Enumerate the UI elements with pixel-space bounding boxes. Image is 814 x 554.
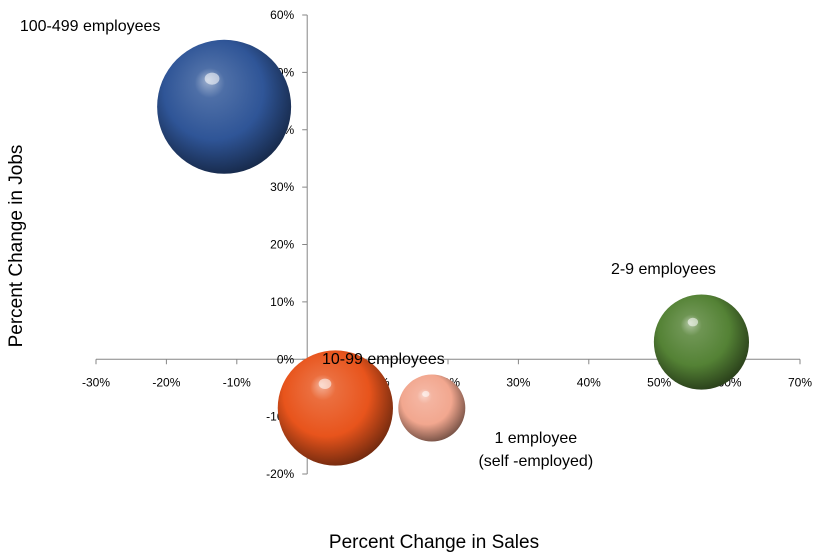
x-tick-label: -30% [82,375,110,389]
bubble-label: 100-499 employees [20,18,161,35]
bubbles [157,39,750,466]
y-tick-label: -20% [266,467,294,481]
bubble [277,350,393,466]
bubble [398,374,466,442]
bubble [157,39,292,174]
bubble [653,294,750,390]
x-tick-label: 40% [577,375,601,389]
x-tick-label: -20% [152,375,180,389]
bubble-highlight [687,317,699,327]
x-tick-label: -10% [223,375,251,389]
x-tick-label: 30% [506,375,530,389]
y-tick-label: 10% [270,295,294,309]
bubble-label: 2-9 employees [611,261,716,278]
y-tick-label: 0% [277,352,295,366]
x-tick-label: 70% [788,375,812,389]
x-tick-label: 50% [647,375,671,389]
y-axis-title: Percent Change in Jobs [6,145,27,348]
y-tick-label: 20% [270,238,294,252]
bubble-highlight [318,378,332,390]
y-tick-label: 60% [270,8,294,22]
bubble-label: 10-99 employees [322,351,445,368]
x-axis-title: Percent Change in Sales [329,532,539,553]
bubble-highlight [422,390,430,397]
bubble-label: 1 employee [494,430,577,447]
bubble-highlight [204,72,220,85]
bubble-labels: 100-499 employees 2-9 employees 10-99 empl… [20,18,716,470]
y-tick-label: 30% [270,180,294,194]
bubble-label-line2: (self -employed) [478,453,593,470]
